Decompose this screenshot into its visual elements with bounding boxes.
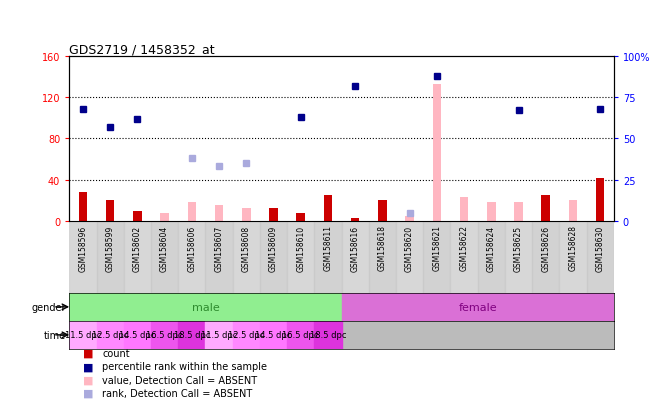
Text: GSM158608: GSM158608 — [242, 225, 251, 271]
Bar — [205, 321, 233, 349]
Bar — [314, 221, 342, 293]
Text: GSM158618: GSM158618 — [378, 225, 387, 271]
Bar — [596, 178, 605, 221]
Bar — [133, 211, 142, 221]
Bar — [96, 321, 124, 349]
Text: GSM158607: GSM158607 — [214, 225, 224, 271]
Bar — [423, 221, 451, 293]
Text: ■: ■ — [82, 388, 93, 398]
Text: GSM158606: GSM158606 — [187, 225, 196, 271]
Bar — [69, 321, 96, 349]
Text: rank, Detection Call = ABSENT: rank, Detection Call = ABSENT — [102, 388, 253, 398]
Bar — [432, 85, 441, 221]
Bar — [260, 221, 287, 293]
Bar — [178, 221, 205, 293]
Bar — [69, 293, 342, 321]
Bar — [242, 209, 251, 221]
Text: 11.5 dpc: 11.5 dpc — [201, 330, 237, 339]
Text: GSM158620: GSM158620 — [405, 225, 414, 271]
Bar — [405, 216, 414, 221]
Text: male: male — [191, 302, 219, 312]
Text: female: female — [458, 302, 497, 312]
Bar — [541, 196, 550, 221]
Text: ■: ■ — [82, 361, 93, 371]
Text: time: time — [44, 330, 66, 340]
Bar — [342, 221, 369, 293]
Bar — [205, 221, 233, 293]
Text: GSM158624: GSM158624 — [487, 225, 496, 271]
Bar — [314, 321, 342, 349]
Bar — [478, 221, 505, 293]
Bar — [323, 196, 332, 221]
Bar — [187, 203, 196, 221]
Text: value, Detection Call = ABSENT: value, Detection Call = ABSENT — [102, 375, 257, 385]
Text: percentile rank within the sample: percentile rank within the sample — [102, 361, 267, 371]
Bar — [296, 213, 305, 221]
Bar — [378, 201, 387, 221]
Bar — [233, 221, 260, 293]
Text: GSM158604: GSM158604 — [160, 225, 169, 271]
Bar — [351, 218, 360, 221]
Text: GSM158610: GSM158610 — [296, 225, 305, 271]
Text: GDS2719 / 1458352_at: GDS2719 / 1458352_at — [69, 43, 215, 56]
Text: 14.5 dpc: 14.5 dpc — [255, 330, 292, 339]
Text: 12.5 dpc: 12.5 dpc — [228, 330, 265, 339]
Bar — [569, 201, 578, 221]
Text: 12.5 dpc: 12.5 dpc — [92, 330, 128, 339]
Text: GSM158611: GSM158611 — [323, 225, 333, 271]
Bar — [460, 198, 469, 221]
Text: gender: gender — [32, 302, 66, 312]
Bar — [79, 192, 87, 221]
Text: GSM158622: GSM158622 — [459, 225, 469, 271]
Text: GSM158616: GSM158616 — [350, 225, 360, 271]
Bar — [69, 221, 96, 293]
Text: GSM158596: GSM158596 — [79, 225, 87, 271]
Bar — [233, 321, 260, 349]
Text: GSM158630: GSM158630 — [596, 225, 605, 271]
Text: GSM158628: GSM158628 — [568, 225, 578, 271]
Text: GSM158625: GSM158625 — [514, 225, 523, 271]
Text: 16.5 dpc: 16.5 dpc — [282, 330, 319, 339]
Text: ■: ■ — [82, 348, 93, 358]
Bar — [532, 221, 560, 293]
Bar — [487, 203, 496, 221]
Text: 16.5 dpc: 16.5 dpc — [147, 330, 183, 339]
Bar — [369, 221, 396, 293]
Bar — [124, 221, 151, 293]
Text: GSM158626: GSM158626 — [541, 225, 550, 271]
Bar — [287, 221, 314, 293]
Bar — [505, 221, 532, 293]
Bar — [451, 221, 478, 293]
Text: 18.5 dpc: 18.5 dpc — [310, 330, 346, 339]
Text: 11.5 dpc: 11.5 dpc — [65, 330, 101, 339]
Bar — [269, 209, 278, 221]
Bar — [124, 321, 151, 349]
Bar — [160, 213, 169, 221]
Text: 14.5 dpc: 14.5 dpc — [119, 330, 156, 339]
Bar — [96, 221, 124, 293]
Text: 18.5 dpc: 18.5 dpc — [174, 330, 210, 339]
Bar — [587, 221, 614, 293]
Bar — [151, 221, 178, 293]
Bar — [106, 201, 114, 221]
Bar — [342, 293, 614, 321]
Text: count: count — [102, 348, 130, 358]
Bar — [178, 321, 205, 349]
Bar — [151, 321, 178, 349]
Bar — [560, 221, 587, 293]
Bar — [396, 221, 423, 293]
Text: GSM158609: GSM158609 — [269, 225, 278, 271]
Text: GSM158621: GSM158621 — [432, 225, 442, 271]
Text: GSM158602: GSM158602 — [133, 225, 142, 271]
Bar — [514, 203, 523, 221]
Bar — [214, 206, 223, 221]
Text: GSM158599: GSM158599 — [106, 225, 115, 271]
Text: ■: ■ — [82, 375, 93, 385]
Bar — [260, 321, 287, 349]
Bar — [287, 321, 314, 349]
